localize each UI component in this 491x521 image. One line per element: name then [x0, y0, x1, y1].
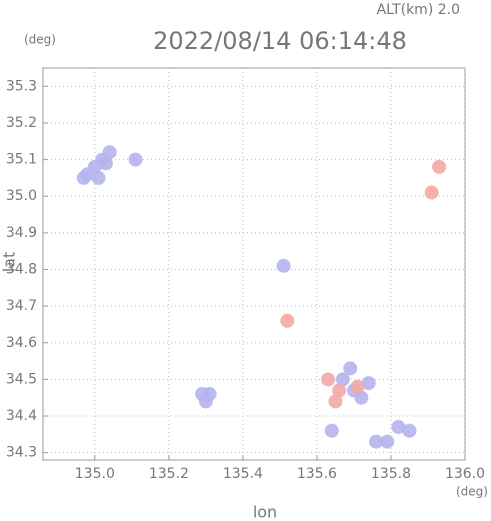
echo-point — [328, 394, 343, 409]
echo-point — [321, 372, 336, 387]
echo-point — [198, 394, 213, 409]
y-tick-label: 35.0 — [6, 188, 37, 204]
echo-point — [369, 434, 384, 449]
echo-point — [424, 185, 439, 200]
x-tick-label: 135.8 — [371, 466, 411, 482]
echo-point — [276, 258, 291, 273]
y-tick-label: 34.7 — [6, 298, 37, 314]
x-tick-label: 135.4 — [223, 466, 263, 482]
y-tick-label: 35.3 — [6, 78, 37, 94]
y-tick-label: 34.8 — [6, 261, 37, 277]
x-axis-label: lon — [253, 503, 277, 521]
echo-point — [432, 159, 447, 174]
y-tick-label: 34.4 — [6, 408, 37, 424]
x-tick-label: 136.0 — [445, 466, 485, 482]
y-tick-label: 34.9 — [6, 225, 37, 241]
altitude-label: ALT(km) 2.0 — [377, 2, 460, 18]
y-axis-label: lat — [0, 252, 19, 273]
echo-point — [350, 379, 365, 394]
echo-point — [391, 420, 406, 435]
y-tick-label: 35.2 — [6, 115, 37, 131]
y-tick-label: 35.1 — [6, 152, 37, 168]
x-tick-label: 135.2 — [149, 466, 189, 482]
echo-point — [102, 145, 117, 160]
echo-point — [335, 372, 350, 387]
echo-point — [280, 313, 295, 328]
echo-point — [91, 170, 106, 185]
echo-point — [380, 434, 395, 449]
y-tick-label: 34.6 — [6, 335, 37, 351]
chart-title: 2022/08/14 06:14:48 — [153, 27, 407, 55]
echo-point — [361, 376, 376, 391]
echo-point — [343, 361, 358, 376]
y-unit: (deg) — [24, 33, 56, 47]
x-tick-label: 135.6 — [297, 466, 337, 482]
echo-point — [76, 170, 91, 185]
y-tick-label: 34.3 — [6, 445, 37, 461]
echo-point — [354, 390, 369, 405]
x-tick-label: 135.0 — [75, 466, 115, 482]
echo-point — [128, 152, 143, 167]
echo-point — [402, 423, 417, 438]
echo-point — [324, 423, 339, 438]
x-unit: (deg) — [456, 485, 488, 499]
plot-frame — [42, 67, 466, 461]
echo-point — [332, 383, 347, 398]
echo-point — [98, 156, 113, 171]
y-tick-label: 34.5 — [6, 371, 37, 387]
